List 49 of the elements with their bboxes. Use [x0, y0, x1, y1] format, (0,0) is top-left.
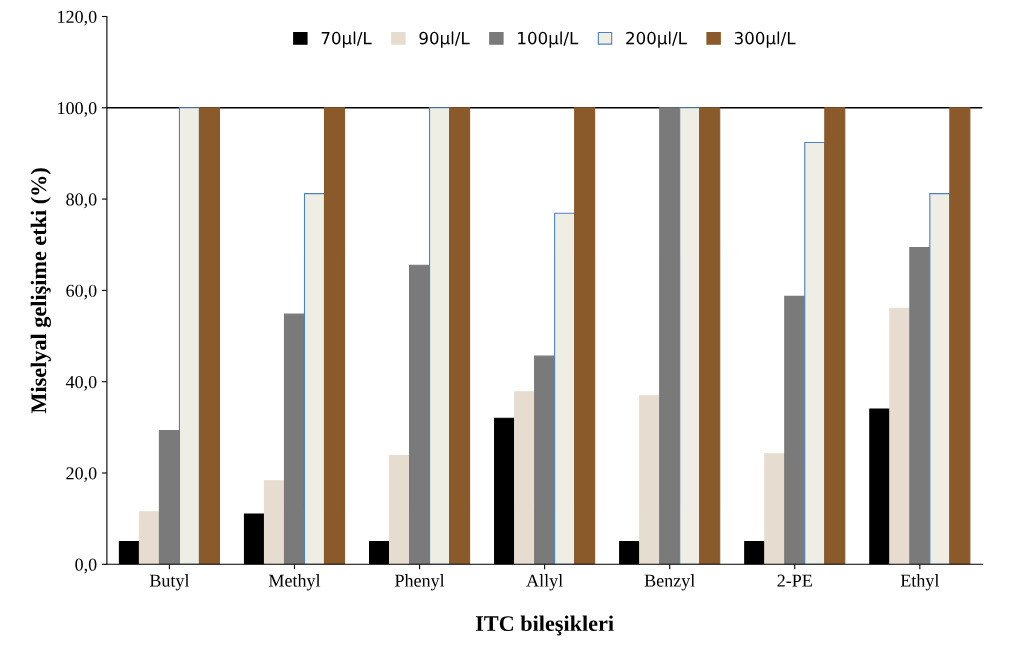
y-tick-label: 120,0 — [58, 10, 97, 26]
bar — [514, 391, 536, 565]
y-tick-label: 0,0 — [75, 558, 97, 574]
bar — [283, 313, 306, 565]
bar — [639, 395, 661, 565]
bar — [929, 193, 951, 565]
bar — [909, 246, 931, 565]
x-tick-label: Ethyl — [900, 574, 940, 591]
y-tick-label: 60,0 — [66, 284, 97, 300]
bar — [449, 107, 471, 565]
bar — [178, 107, 200, 565]
x-tick-label: Benzyl — [644, 574, 695, 591]
bar — [804, 141, 826, 565]
bar — [323, 107, 346, 565]
y-axis-title: Miselyal gelişime etki (%) — [30, 168, 51, 414]
bar — [138, 511, 160, 565]
y-tick-label: 80,0 — [66, 193, 97, 209]
bar — [679, 107, 701, 565]
bar — [784, 295, 806, 565]
x-axis-title: ITC bileşikleri — [475, 615, 614, 636]
legend-label: 300µl/L — [734, 31, 796, 48]
y-tick-label: 20,0 — [66, 467, 97, 483]
x-tick-label: Methyl — [268, 574, 321, 591]
legend-label: 70µl/L — [321, 31, 372, 48]
bar — [764, 453, 786, 565]
y-tick-label: 100,0 — [58, 102, 97, 117]
bar — [574, 107, 596, 565]
x-tick-label: Phenyl — [395, 574, 445, 591]
bar — [303, 193, 326, 565]
bar — [824, 107, 846, 565]
legend-label: 200µl/L — [626, 31, 687, 48]
x-tick-label: Allyl — [526, 574, 563, 591]
bar — [659, 107, 681, 565]
bar — [949, 107, 971, 565]
x-tick-label: 2-PE — [777, 574, 812, 587]
bar — [699, 107, 721, 565]
y-tick-label: 40,0 — [65, 375, 97, 391]
bar — [889, 307, 911, 565]
bar — [429, 107, 451, 565]
bar — [263, 480, 286, 565]
x-tick-label: Butyl — [149, 574, 190, 591]
legend-label: 90µl/L — [419, 31, 470, 48]
legend-label: 100µl/L — [518, 31, 579, 48]
bar — [554, 212, 576, 565]
bar — [534, 355, 556, 565]
bar — [198, 107, 221, 565]
bar — [409, 264, 431, 565]
bar — [388, 455, 411, 565]
bar — [158, 429, 180, 565]
